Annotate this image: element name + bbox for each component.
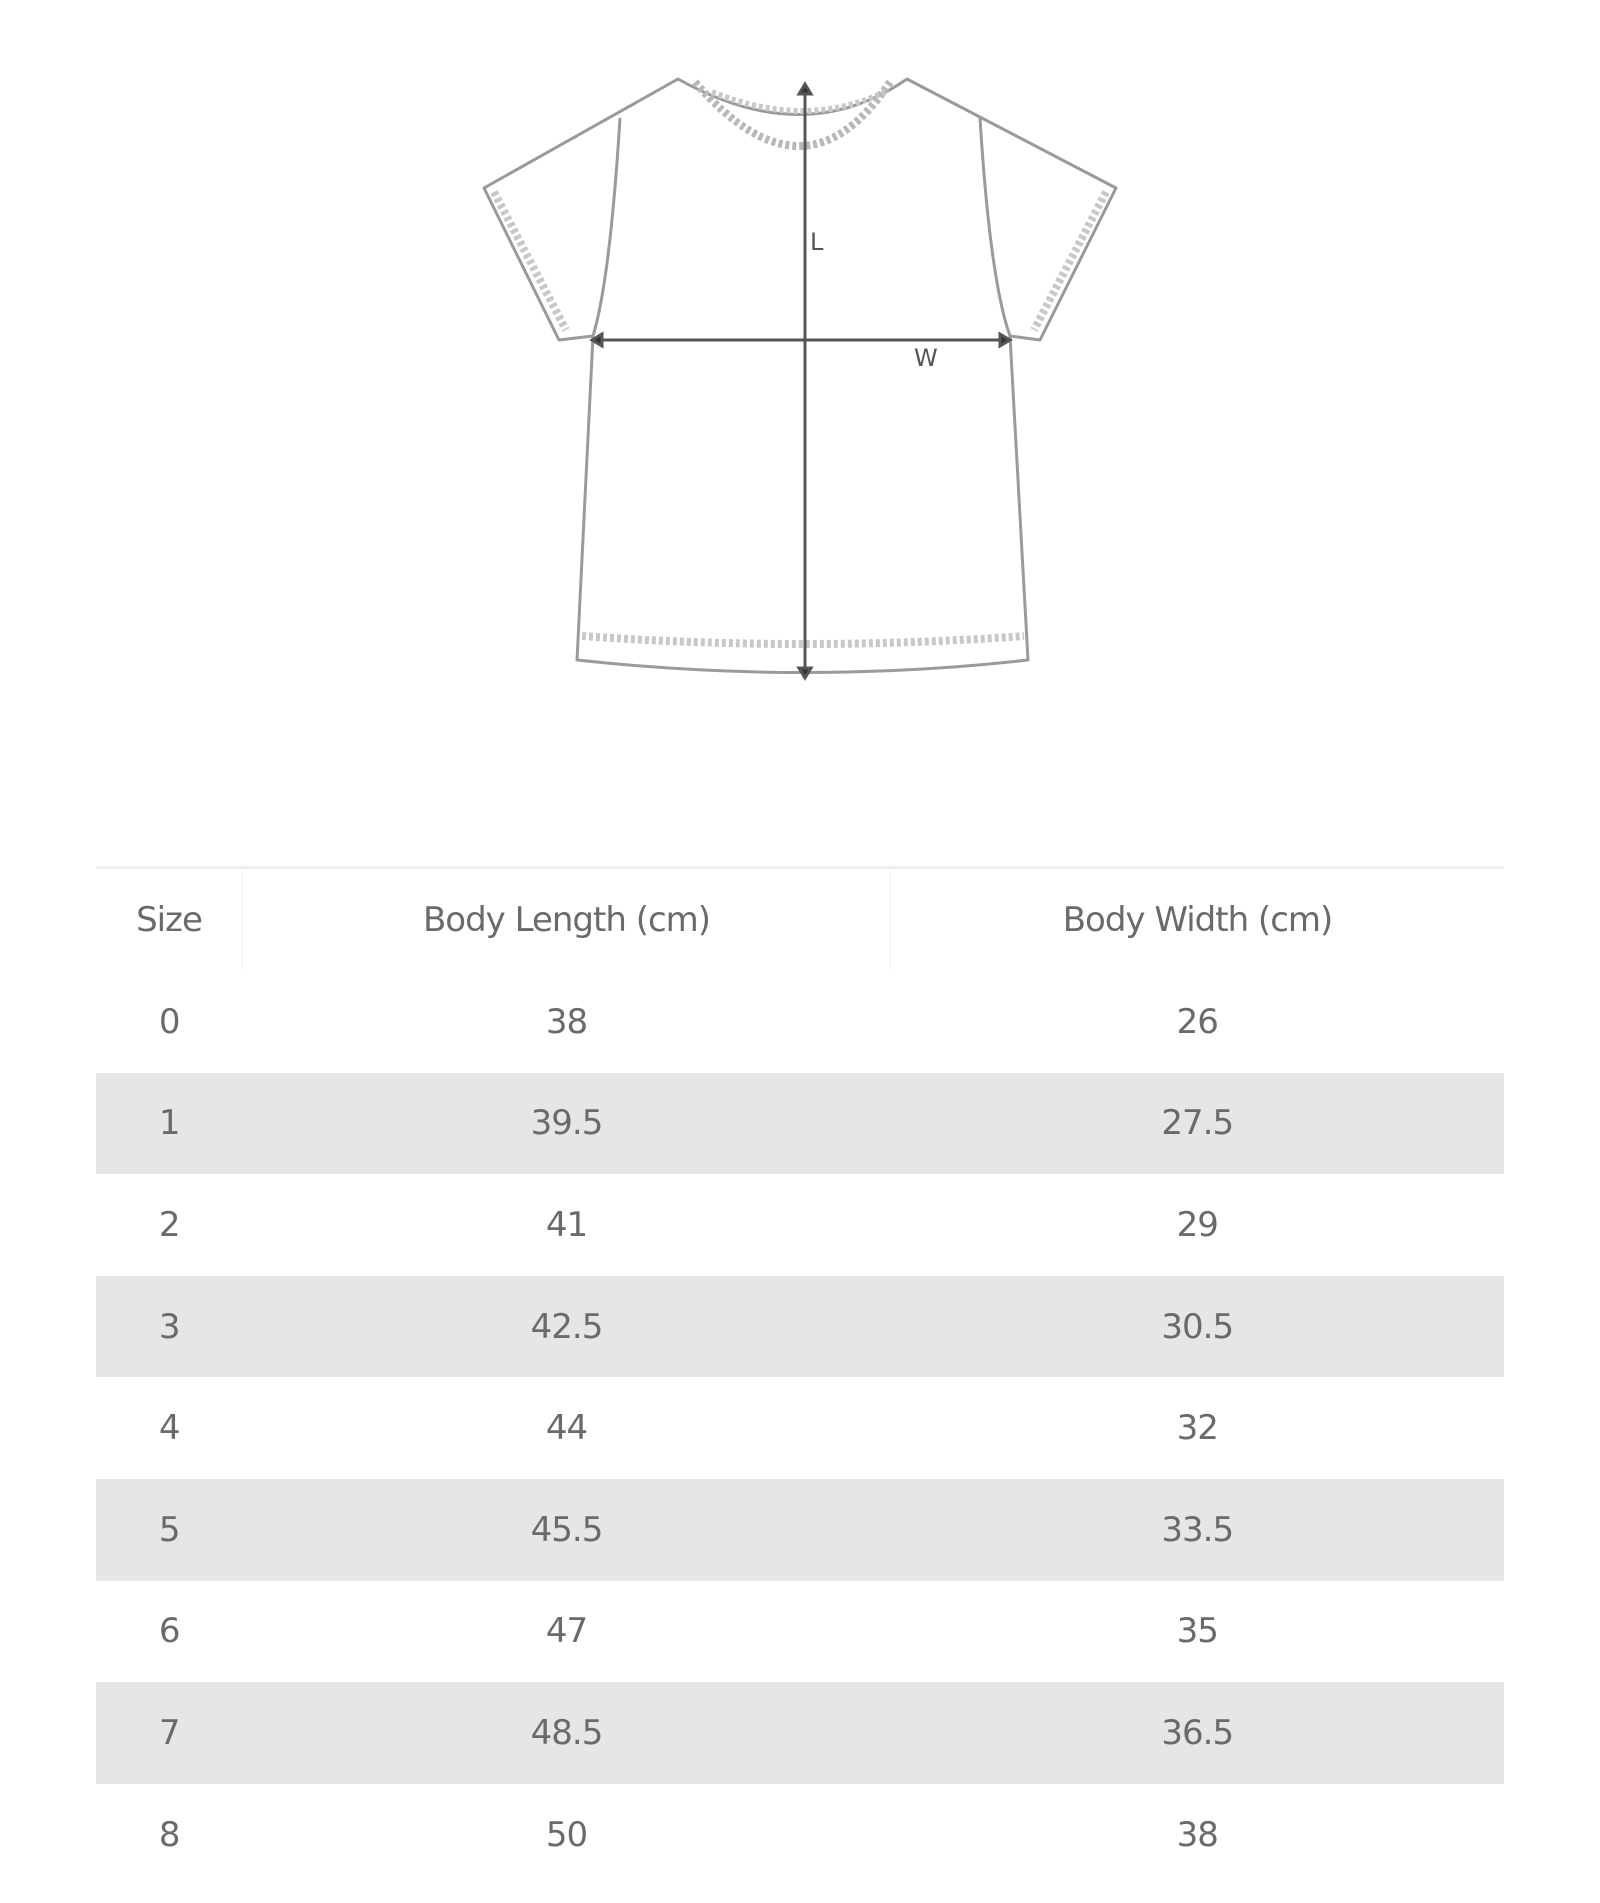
body-length-cell: 44 [545, 1408, 588, 1449]
table-row: 8 50 38 [96, 1784, 1504, 1886]
size-cell: 4 [158, 1408, 181, 1449]
table-row: 5 45.5 33.5 [96, 1478, 1504, 1581]
tshirt-measurement-diagram: L W [482, 77, 1118, 681]
size-cell: 2 [158, 1204, 181, 1245]
body-width-cell: 35 [1176, 1611, 1219, 1652]
body-length-cell: 39.5 [242, 1072, 891, 1175]
size-chart-table: Size Body Length (cm) Body Width (cm) 0 3… [96, 866, 1504, 1885]
size-cell: 7 [96, 1682, 243, 1784]
body-width-cell: 30.5 [890, 1275, 1504, 1378]
tshirt-outline [482, 77, 1118, 674]
body-width-cell: 38 [1176, 1814, 1219, 1855]
table-row: 1 39.5 27.5 [96, 1072, 1504, 1175]
body-width-cell: 27.5 [890, 1072, 1504, 1175]
table-row: 0 38 26 [96, 971, 1504, 1073]
length-label: L [810, 228, 824, 256]
size-cell: 5 [96, 1478, 243, 1581]
table-row: 2 41 29 [96, 1174, 1504, 1276]
length-arrow-bottom-head [796, 666, 814, 681]
body-length-cell: 47 [545, 1611, 588, 1652]
size-cell: 1 [96, 1072, 243, 1175]
table-row: 6 47 35 [96, 1581, 1504, 1683]
header-body-length: Body Length (cm) [242, 867, 891, 971]
size-cell: 3 [96, 1275, 243, 1378]
collar-inner [710, 89, 887, 114]
sleeve-hem-left [490, 190, 570, 332]
header-size: Size [96, 867, 243, 971]
body-width-cell: 33.5 [890, 1478, 1504, 1581]
armhole-right [978, 117, 1012, 337]
width-label: W [914, 344, 938, 372]
length-arrow-top-head [796, 81, 814, 96]
table-row: 4 44 32 [96, 1377, 1504, 1479]
body-length-cell: 38 [545, 1001, 588, 1042]
body-length-cell: 48.5 [242, 1682, 891, 1784]
sleeve-hem-right [1030, 190, 1110, 332]
body-length-cell: 42.5 [242, 1275, 891, 1378]
armhole-left [591, 117, 622, 337]
table-row: 7 48.5 36.5 [96, 1682, 1504, 1784]
size-cell: 8 [158, 1814, 181, 1855]
table-row: 3 42.5 30.5 [96, 1275, 1504, 1378]
body-length-cell: 45.5 [242, 1478, 891, 1581]
body-length-cell: 41 [545, 1204, 588, 1245]
body-width-cell: 36.5 [890, 1682, 1504, 1784]
size-cell: 0 [158, 1001, 181, 1042]
header-body-width: Body Width (cm) [1062, 900, 1334, 940]
size-cell: 6 [158, 1611, 181, 1652]
body-width-cell: 29 [1176, 1204, 1219, 1245]
width-arrow-right-head [998, 331, 1013, 349]
bottom-hem [581, 632, 1025, 648]
body-length-cell: 50 [545, 1814, 588, 1855]
body-width-cell: 26 [1176, 1001, 1219, 1042]
width-arrow-left-head [589, 331, 604, 349]
table-header-row: Size Body Length (cm) Body Width (cm) [96, 867, 1504, 971]
collar [691, 79, 894, 150]
body-width-cell: 32 [1176, 1408, 1219, 1449]
